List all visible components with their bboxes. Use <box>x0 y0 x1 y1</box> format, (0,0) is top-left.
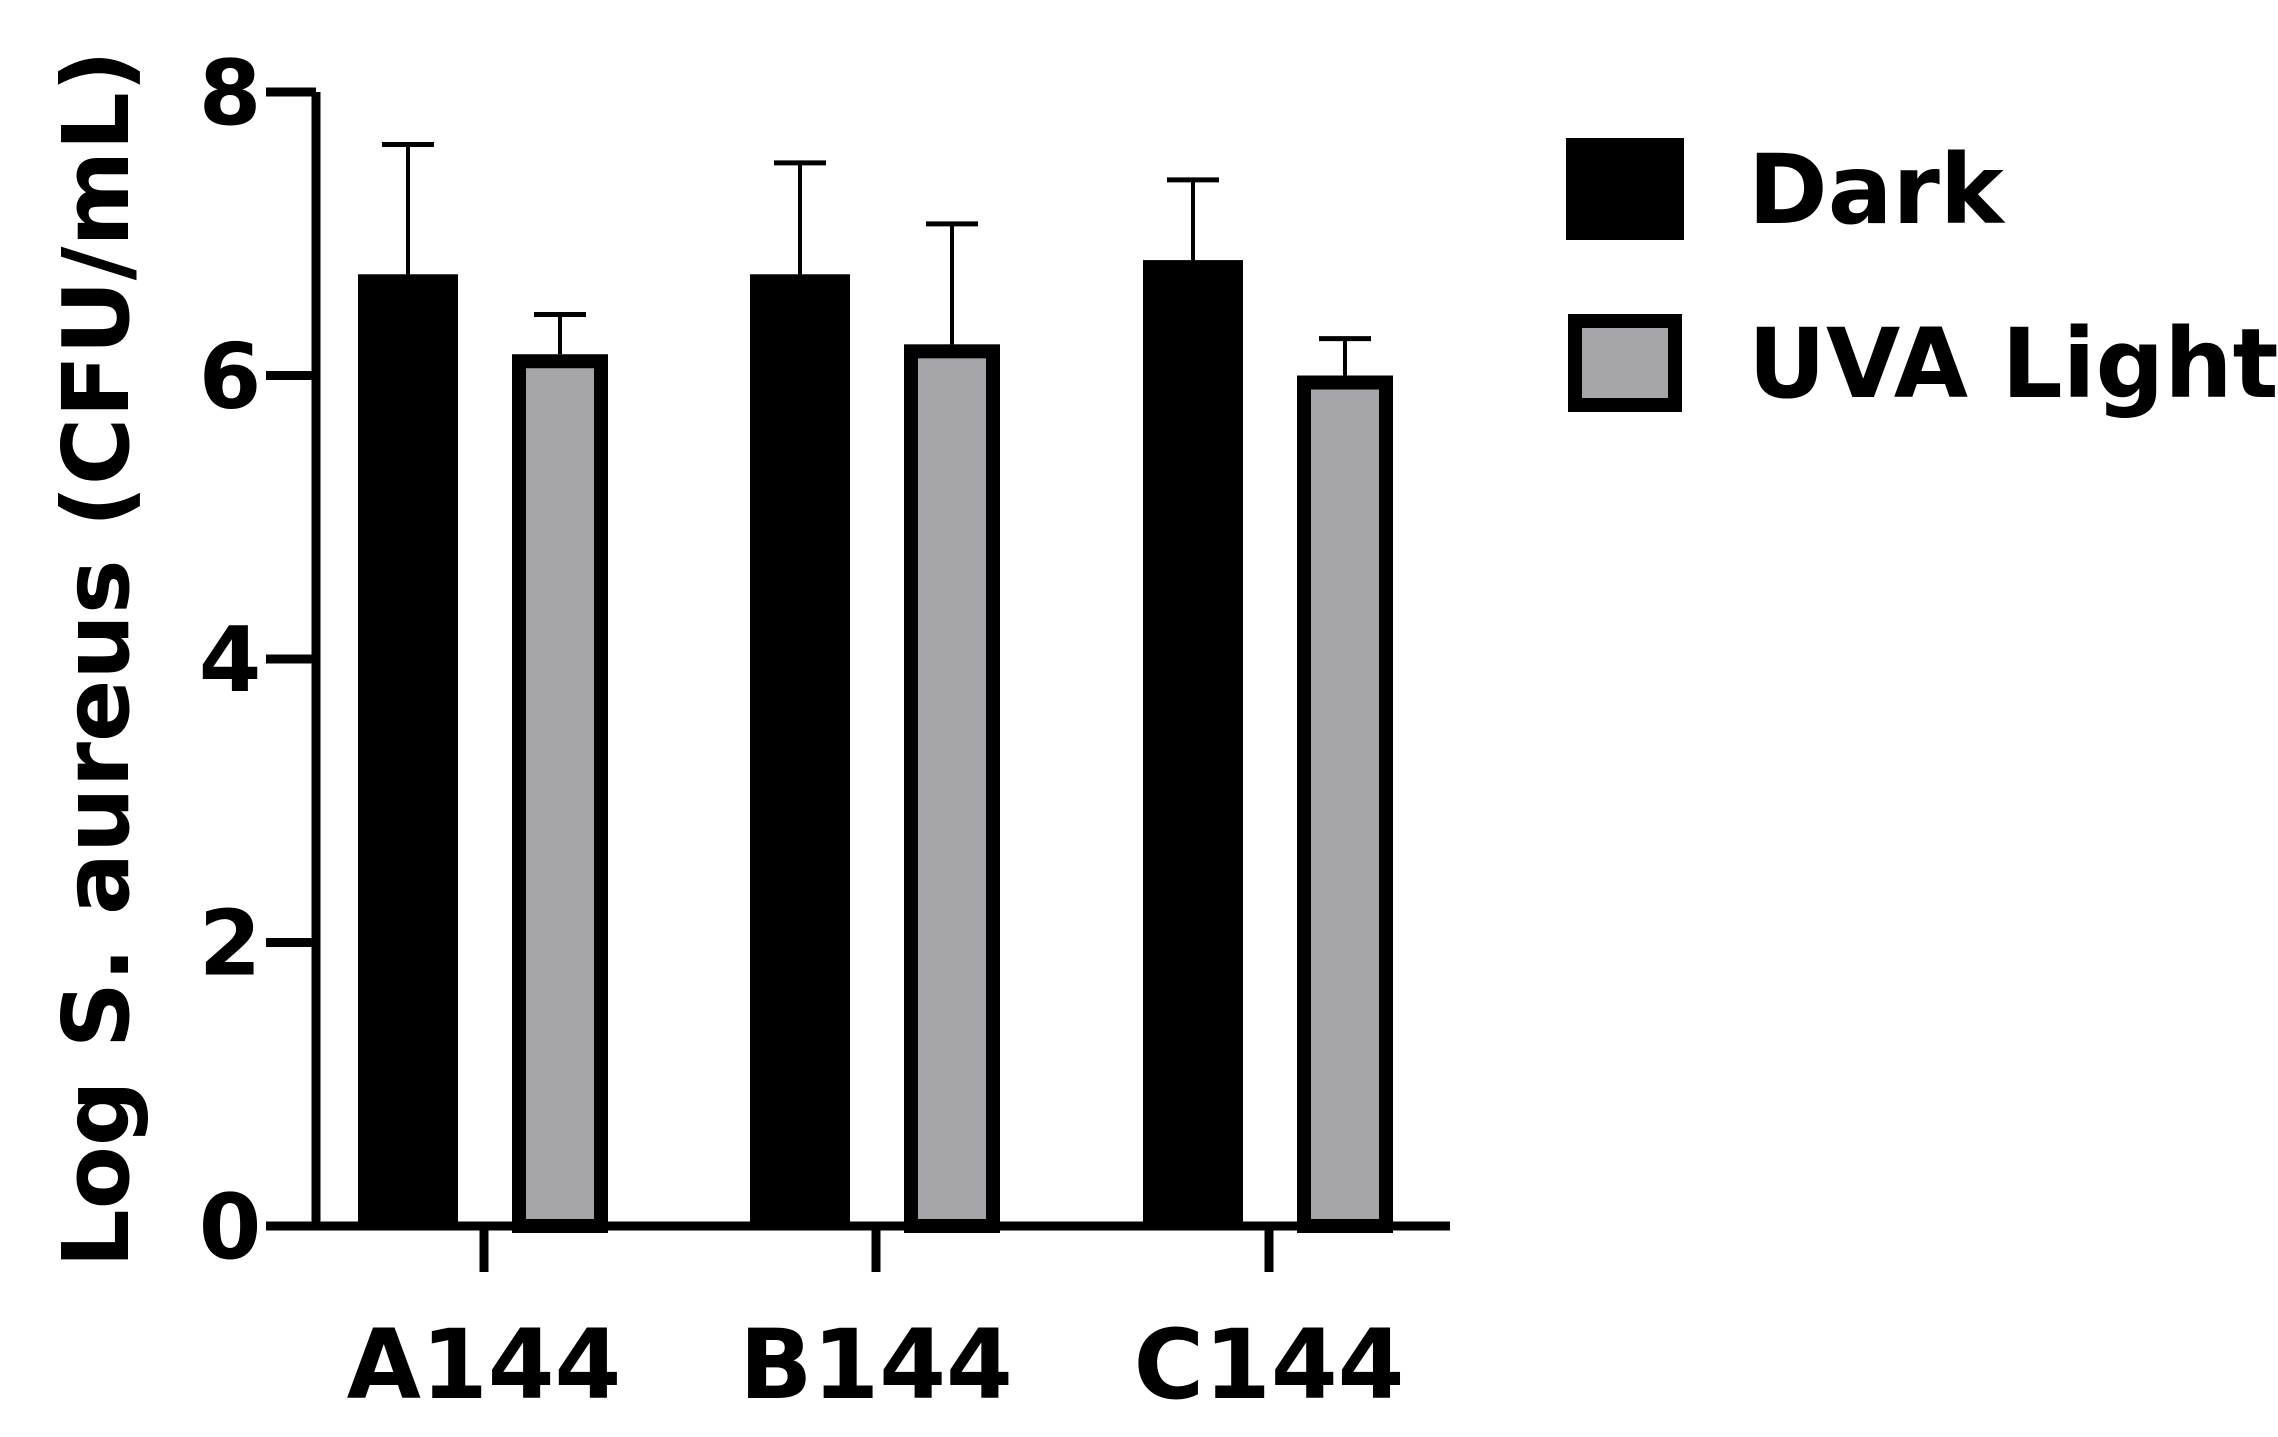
x-tick-label: A144 <box>347 1309 622 1421</box>
bars-layer <box>358 141 1393 1233</box>
bar-dark <box>358 274 458 1228</box>
bar-uva-light <box>1297 375 1393 1233</box>
bar-dark <box>750 274 850 1228</box>
x-tick-label: C144 <box>1134 1309 1405 1421</box>
x-tick-label: B144 <box>739 1309 1013 1421</box>
legend-swatch <box>1568 314 1682 412</box>
y-tick-label: 4 <box>199 608 262 713</box>
legend: Dark UVA Light <box>1566 134 2278 420</box>
bar-uva-light <box>904 344 1000 1233</box>
y-axis-title: Log S. aureus (CFU/mL) <box>43 50 150 1268</box>
legend-label: Dark <box>1748 134 2006 246</box>
bar-uva-light <box>512 354 608 1233</box>
y-tick-label: 6 <box>199 325 262 430</box>
y-tick-label: 0 <box>199 1175 262 1280</box>
bar-dark <box>1143 260 1243 1229</box>
y-tick-label: 2 <box>199 892 262 997</box>
legend-swatch <box>1566 138 1684 240</box>
y-tick-label: 8 <box>199 41 262 146</box>
ticks-layer: 0 2 4 6 8 A144 B144 C144 <box>199 41 1405 1421</box>
legend-label: UVA Light <box>1748 308 2278 420</box>
